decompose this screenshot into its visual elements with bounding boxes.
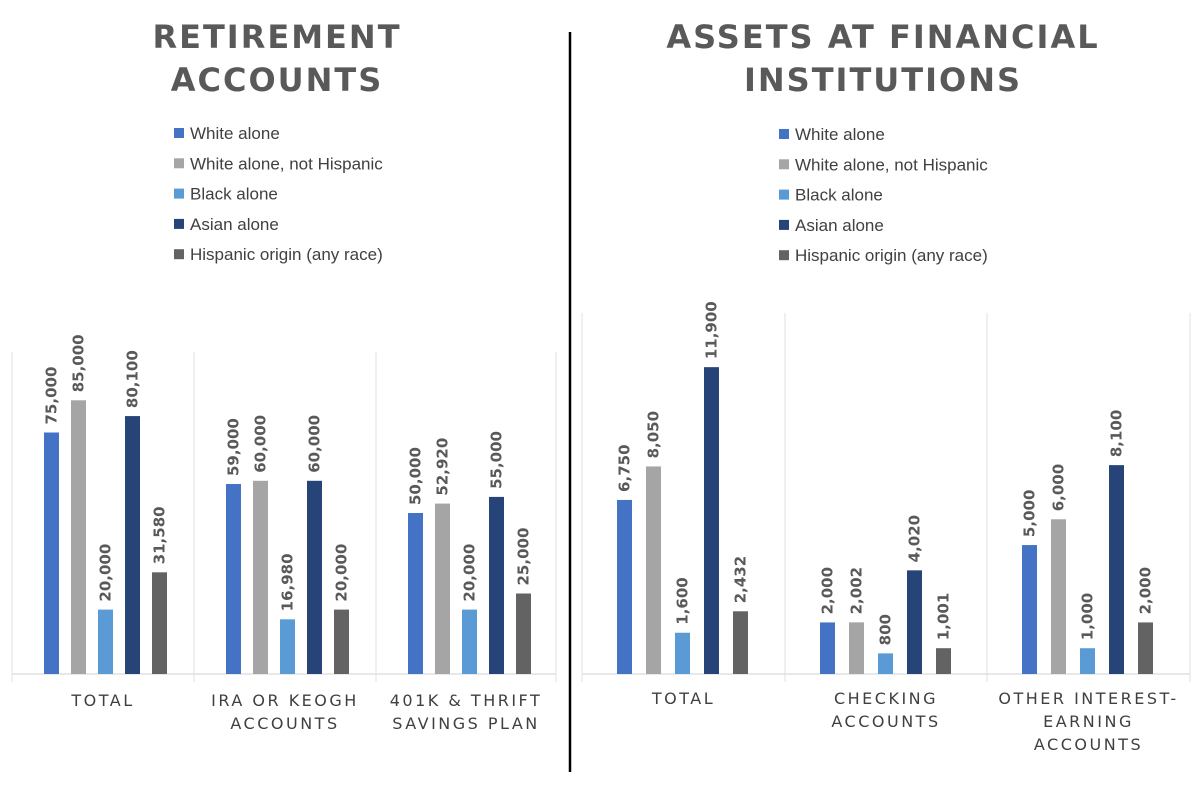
category-label: EARNING — [1043, 712, 1134, 731]
bar — [44, 432, 59, 674]
bar — [489, 496, 504, 674]
data-label: 6,000 — [1050, 464, 1068, 511]
data-label: 8,100 — [1108, 410, 1126, 457]
data-label: 2,000 — [1137, 567, 1155, 614]
data-label: 8,050 — [645, 411, 663, 458]
legend-label: White alone, not Hispanic — [190, 154, 383, 173]
data-label: 20,000 — [461, 544, 479, 602]
bar — [646, 466, 661, 674]
chart-title-line: INSTITUTIONS — [744, 61, 1022, 99]
data-label: 60,000 — [306, 415, 324, 473]
legend-swatch — [779, 189, 789, 200]
data-label: 11,900 — [703, 301, 721, 359]
category-label: TOTAL — [651, 689, 715, 708]
legend-swatch — [174, 128, 184, 138]
bar — [704, 367, 719, 674]
bar — [1051, 519, 1066, 674]
bar — [878, 653, 893, 674]
legend-label: Hispanic origin (any race) — [795, 246, 988, 265]
data-label: 20,000 — [97, 544, 115, 602]
category-label: 401K & THRIFT — [390, 691, 543, 710]
data-label: 59,000 — [225, 418, 243, 476]
bar — [849, 622, 864, 674]
data-label: 4,020 — [906, 515, 924, 562]
data-label: 5,000 — [1021, 490, 1039, 537]
data-label: 6,750 — [616, 444, 634, 491]
data-label: 60,000 — [252, 415, 270, 473]
bar — [334, 609, 349, 674]
bar — [1138, 622, 1153, 674]
bar — [1109, 465, 1124, 674]
bar — [307, 480, 322, 674]
data-label: 25,000 — [515, 528, 533, 586]
chart-title-line: RETIREMENT — [152, 18, 401, 56]
category-label: SAVINGS PLAN — [392, 714, 540, 733]
category-label: OTHER INTEREST- — [998, 689, 1178, 708]
legend-swatch — [779, 250, 789, 261]
legend-swatch — [779, 219, 789, 230]
data-label: 50,000 — [407, 447, 425, 505]
data-label: 85,000 — [70, 334, 88, 392]
legend-swatch — [779, 129, 789, 139]
legend-swatch — [174, 188, 184, 199]
legend-label: White alone — [795, 125, 885, 144]
bar — [936, 648, 951, 674]
bar — [1080, 648, 1095, 674]
data-label: 1,600 — [674, 577, 692, 624]
legend-swatch — [779, 159, 789, 170]
bar — [516, 593, 531, 674]
bar — [675, 632, 690, 674]
data-label: 20,000 — [333, 544, 351, 602]
chart-title-line: ASSETS AT FINANCIAL — [666, 18, 1099, 56]
bar — [617, 499, 632, 674]
category-label: ACCOUNTS — [230, 714, 339, 733]
bar — [408, 513, 423, 674]
chart-title-line: ACCOUNTS — [171, 61, 384, 99]
legend-swatch — [174, 218, 184, 229]
legend-label: Black alone — [795, 186, 883, 205]
bar — [280, 619, 295, 674]
category-label: ACCOUNTS — [831, 712, 940, 731]
data-label: 31,580 — [151, 506, 169, 564]
legend-label: White alone — [190, 124, 280, 143]
data-label: 800 — [877, 614, 895, 645]
data-label: 2,002 — [848, 567, 866, 614]
bar — [253, 480, 268, 674]
legend-label: White alone, not Hispanic — [795, 155, 988, 174]
category-label: ACCOUNTS — [1034, 735, 1143, 754]
category-label: CHECKING — [834, 689, 938, 708]
data-label: 1,000 — [1079, 593, 1097, 640]
data-label: 80,100 — [124, 350, 142, 408]
bar — [152, 572, 167, 674]
category-label: IRA OR KEOGH — [211, 691, 359, 710]
data-label: 75,000 — [43, 367, 61, 425]
bar — [820, 622, 835, 674]
legend-label: Asian alone — [795, 216, 884, 235]
bar — [907, 570, 922, 674]
bar — [1022, 545, 1037, 674]
bar — [226, 484, 241, 674]
category-label: TOTAL — [70, 691, 134, 710]
legend-label: Asian alone — [190, 215, 279, 234]
data-label: 2,432 — [732, 556, 750, 603]
bar — [462, 609, 477, 674]
legend-label: Black alone — [190, 185, 278, 204]
legend-swatch — [174, 158, 184, 169]
data-label: 2,000 — [819, 567, 837, 614]
bar — [98, 609, 113, 674]
data-label: 52,920 — [434, 438, 452, 496]
bar — [125, 416, 140, 674]
bar — [733, 611, 748, 674]
data-label: 55,000 — [488, 431, 506, 489]
data-label: 1,001 — [935, 593, 953, 640]
legend-label: Hispanic origin (any race) — [190, 245, 383, 264]
bar — [71, 400, 86, 674]
bar — [435, 503, 450, 674]
legend-swatch — [174, 249, 184, 260]
data-label: 16,980 — [279, 553, 297, 611]
